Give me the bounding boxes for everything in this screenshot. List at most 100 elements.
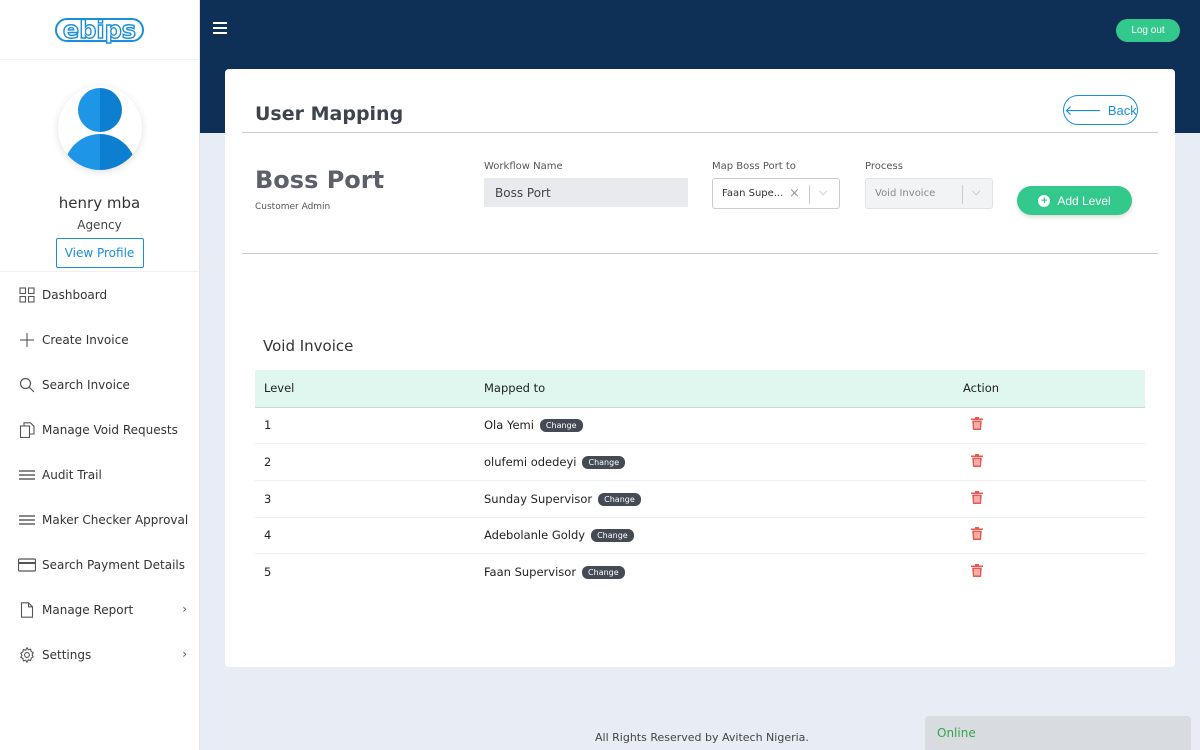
table-title: Void Invoice bbox=[263, 337, 354, 355]
column-header-level: Level bbox=[255, 370, 484, 408]
sidebar-item-label: Dashboard bbox=[42, 287, 108, 302]
table-row: 2 olufemi odedeyi Change bbox=[255, 443, 1145, 481]
profile-role: Agency bbox=[77, 218, 122, 232]
table-row: 4 Adebolanle Goldy Change bbox=[255, 517, 1145, 555]
plus-circle-icon: + bbox=[1038, 194, 1051, 207]
sidebar-item-label: Search Invoice bbox=[42, 377, 130, 392]
sidebar-item-label: Manage Void Requests bbox=[42, 422, 178, 437]
map-port-select[interactable]: Faan Supe... × ⌵ bbox=[712, 178, 840, 209]
sidebar-item-manage-report[interactable]: Manage Report › bbox=[0, 587, 199, 632]
level-cell: 2 bbox=[255, 443, 484, 481]
map-port-value: Faan Supe... bbox=[722, 188, 784, 199]
change-button[interactable]: Change bbox=[598, 492, 641, 506]
trash-icon[interactable] bbox=[971, 490, 983, 504]
logout-button[interactable]: Log out bbox=[1116, 19, 1180, 42]
add-level-label: Add Level bbox=[1057, 193, 1111, 208]
logo-area: ebips bbox=[0, 0, 199, 60]
table-header-row: Level Mapped to Action bbox=[255, 370, 1145, 408]
back-button[interactable]: 🡐 Back bbox=[1063, 95, 1138, 125]
mapped-cell: Faan Supervisor Change bbox=[484, 554, 954, 591]
mapped-cell: Ola Yemi Change bbox=[484, 407, 954, 445]
process-select[interactable]: Void Invoice ⌵ bbox=[865, 178, 993, 209]
lines-icon bbox=[18, 466, 36, 484]
level-cell: 5 bbox=[264, 565, 272, 580]
chevron-down-icon[interactable]: ⌵ bbox=[819, 185, 828, 198]
change-button[interactable]: Change bbox=[539, 419, 583, 433]
sidebar-item-search-invoice[interactable]: Search Invoice bbox=[0, 362, 199, 407]
user-mapping-card: User Mapping 🡐 Back Boss Port Customer A… bbox=[225, 69, 1175, 667]
arrow-left-icon: 🡐 bbox=[1064, 101, 1102, 118]
mapped-user: olufemi odedeyi bbox=[484, 455, 577, 470]
map-port-label: Map Boss Port to bbox=[712, 161, 796, 172]
sidebar-item-label: Search Payment Details bbox=[42, 557, 185, 572]
clear-icon[interactable]: × bbox=[789, 186, 800, 201]
table-row: 5 Faan Supervisor Change bbox=[255, 554, 1145, 591]
table-row: 3 Sunday Supervisor Change bbox=[255, 480, 1145, 518]
divider bbox=[242, 253, 1158, 254]
sidebar-item-label: Create Invoice bbox=[42, 332, 129, 347]
lines-icon bbox=[18, 511, 36, 529]
sidebar-item-label: Maker Checker Approval bbox=[42, 512, 189, 527]
port-name: Boss Port bbox=[255, 166, 385, 194]
sidebar-item-manage-void-requests[interactable]: Manage Void Requests bbox=[0, 407, 199, 452]
trash-icon[interactable] bbox=[971, 454, 983, 468]
footer-text: All Rights Reserved by Avitech Nigeria. bbox=[595, 731, 809, 744]
workflow-name-field[interactable] bbox=[484, 178, 688, 207]
action-cell bbox=[954, 517, 1145, 555]
trash-icon[interactable] bbox=[971, 527, 983, 541]
plus-icon bbox=[18, 331, 36, 349]
column-header-mapped-to: Mapped to bbox=[484, 370, 954, 408]
action-cell bbox=[954, 407, 1145, 445]
sidebar-item-maker-checker-approval[interactable]: Maker Checker Approval bbox=[0, 497, 199, 542]
grid-icon bbox=[18, 286, 36, 304]
hamburger-menu-icon[interactable] bbox=[213, 22, 227, 34]
level-cell: 4 bbox=[255, 517, 484, 555]
sidebar-item-dashboard[interactable]: Dashboard bbox=[0, 272, 199, 317]
level-cell: 3 bbox=[255, 480, 484, 518]
avatar bbox=[57, 86, 142, 170]
chevron-right-icon: › bbox=[182, 647, 187, 661]
process-label: Process bbox=[865, 161, 903, 172]
chevron-right-icon: › bbox=[182, 602, 187, 616]
online-status-badge[interactable]: Online bbox=[925, 716, 1191, 750]
sidebar-nav: Dashboard Create Invoice Search Invoice … bbox=[0, 272, 199, 677]
sidebar-item-settings[interactable]: Settings › bbox=[0, 632, 199, 677]
divider bbox=[242, 132, 1158, 133]
page-title: User Mapping bbox=[255, 103, 404, 125]
workflow-name-label: Workflow Name bbox=[484, 161, 563, 172]
search-icon bbox=[18, 376, 36, 394]
back-label: Back bbox=[1107, 102, 1137, 118]
profile-name: henry mba bbox=[58, 194, 141, 212]
sidebar-item-label: Manage Report bbox=[42, 602, 134, 617]
ebips-logo[interactable]: ebips bbox=[54, 17, 145, 42]
card-icon bbox=[18, 556, 36, 574]
change-button[interactable]: Change bbox=[591, 529, 634, 543]
mapped-user: Adebolanle Goldy bbox=[484, 528, 586, 543]
process-value: Void Invoice bbox=[875, 188, 936, 199]
add-level-button[interactable]: + Add Level bbox=[1017, 186, 1132, 215]
level-cell: 1 bbox=[255, 407, 484, 445]
profile-panel: henry mba Agency View Profile bbox=[0, 60, 199, 272]
table-row: 1 Ola Yemi Change bbox=[255, 407, 1145, 445]
sidebar-item-audit-trail[interactable]: Audit Trail bbox=[0, 452, 199, 497]
change-button[interactable]: Change bbox=[582, 456, 626, 470]
mapped-cell: olufemi odedeyi Change bbox=[484, 443, 954, 481]
mapped-user: Faan Supervisor bbox=[484, 565, 577, 580]
chevron-down-icon[interactable]: ⌵ bbox=[972, 185, 981, 198]
sidebar-item-label: Audit Trail bbox=[42, 467, 102, 482]
view-profile-button[interactable]: View Profile bbox=[55, 238, 144, 268]
trash-icon[interactable] bbox=[971, 417, 983, 431]
port-subtitle: Customer Admin bbox=[255, 202, 331, 212]
documents-icon bbox=[18, 421, 36, 439]
mapped-cell: Sunday Supervisor Change bbox=[484, 480, 954, 518]
change-button[interactable]: Change bbox=[582, 566, 625, 580]
mapped-user: Ola Yemi bbox=[484, 418, 534, 433]
trash-icon[interactable] bbox=[971, 564, 983, 578]
sidebar-item-search-payment-details[interactable]: Search Payment Details bbox=[0, 542, 199, 587]
gear-icon bbox=[18, 646, 36, 664]
levels-table: Level Mapped to Action 1 Ola Yemi Change … bbox=[255, 370, 1145, 590]
action-cell bbox=[954, 554, 1145, 591]
action-cell bbox=[954, 480, 1145, 518]
sidebar-item-create-invoice[interactable]: Create Invoice bbox=[0, 317, 199, 362]
action-cell bbox=[954, 443, 1145, 481]
